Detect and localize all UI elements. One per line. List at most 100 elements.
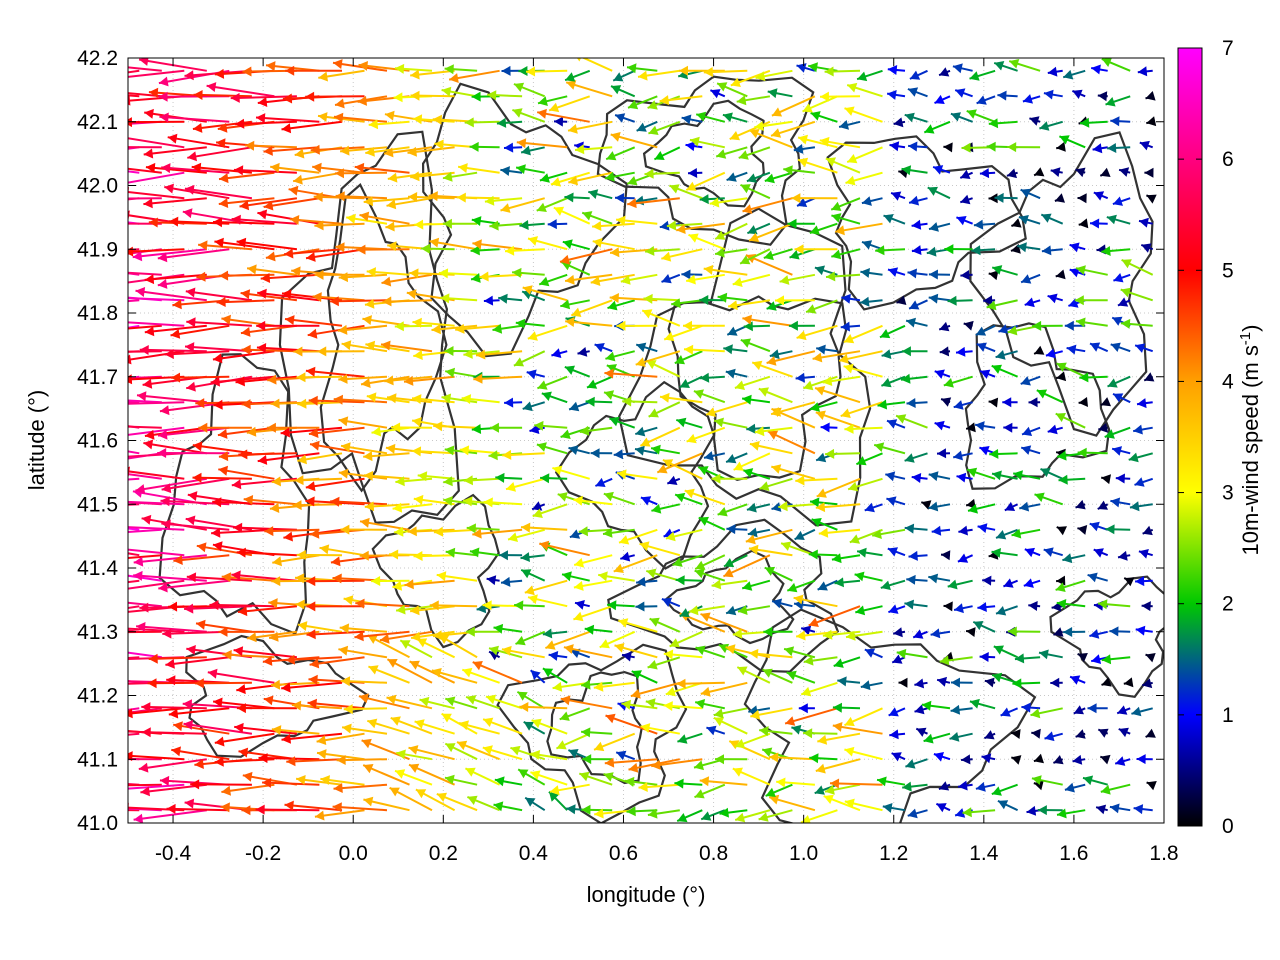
wind-vector-head (305, 91, 315, 102)
wind-vector-head (742, 314, 752, 325)
wind-vector-head (575, 600, 585, 610)
wind-vector-head (518, 66, 528, 76)
wind-vector-head (928, 471, 939, 482)
wind-vector-head (281, 733, 291, 744)
wind-vector-head (433, 421, 443, 432)
wind-vector-head (1089, 521, 1100, 532)
wind-vector-head (213, 217, 223, 228)
wind-vector-shaft (128, 350, 162, 353)
wind-vector-head (431, 324, 441, 335)
wind-vector-head (137, 391, 147, 402)
wind-vector-shaft (128, 221, 140, 225)
wind-vector-head (1021, 702, 1031, 713)
wind-vector-head (976, 95, 987, 105)
wind-vector-head (1091, 64, 1101, 75)
wind-vector-head (747, 225, 758, 235)
wind-vector-head (1090, 218, 1100, 229)
y-tick-label: 41.4 (77, 557, 118, 580)
wind-vector-shaft (133, 809, 207, 821)
wind-vector-head (338, 468, 349, 479)
colorbar-tick-label: 2 (1222, 593, 1234, 616)
wind-vector-head (271, 476, 281, 487)
wind-vector-head (1011, 218, 1022, 228)
contour-line (618, 207, 872, 527)
wind-vector-head (166, 803, 176, 814)
wind-vector-head (516, 164, 526, 174)
wind-vector-head (1138, 549, 1149, 559)
wind-vector-shaft (332, 805, 388, 812)
wind-vector-shaft (235, 375, 297, 384)
wind-vector-head (771, 107, 783, 117)
wind-vector-head (549, 785, 560, 796)
wind-vector-shaft (173, 554, 230, 562)
wind-vector-head (337, 324, 348, 335)
wind-vector-head (384, 110, 395, 121)
wind-vector-shaft (285, 656, 343, 662)
wind-vector-head (147, 678, 157, 689)
x-tick-label: 1.6 (1059, 842, 1088, 865)
wind-vector-head (1101, 474, 1111, 485)
wind-vector-head (159, 775, 170, 786)
wind-vector-head (489, 220, 499, 231)
wind-vector-head (317, 749, 327, 759)
wind-vector-head (1142, 525, 1153, 536)
wind-vector-head (1003, 422, 1013, 433)
wind-vector-head (934, 94, 945, 104)
wind-vector-head (921, 700, 932, 711)
wind-vector-head (161, 483, 172, 494)
wind-vector-head (73, 583, 83, 593)
wind-vector-shaft (239, 197, 298, 208)
wind-vector-head (395, 769, 406, 779)
wind-vector-head (986, 141, 996, 152)
wind-vector-head (677, 734, 688, 744)
wind-vector-shaft (232, 526, 297, 531)
wind-vector-head (1069, 267, 1080, 278)
wind-vector-head (1063, 69, 1074, 80)
wind-vector-head (514, 600, 524, 611)
wind-vector-head (340, 676, 351, 687)
wind-vector-head (1004, 501, 1016, 511)
y-tick-label: 41.1 (77, 748, 118, 771)
wind-vector-head (663, 701, 673, 711)
wind-vector-head (934, 420, 945, 431)
wind-vector-shaft (206, 84, 275, 98)
wind-vector-head (117, 133, 127, 143)
x-tick-label: 0.2 (429, 842, 458, 865)
wind-vector-head (639, 541, 650, 552)
wind-vector-head (368, 119, 379, 130)
wind-vector-head (794, 244, 804, 255)
wind-vector-head (314, 810, 325, 821)
wind-vector-head (442, 218, 452, 229)
wind-vector-head (169, 216, 179, 227)
wind-vector-head (471, 216, 482, 226)
wind-vector-head (389, 549, 399, 560)
colorbar-tick-label: 5 (1222, 259, 1234, 282)
wind-vector-head (394, 526, 404, 537)
wind-vector-shaft (128, 601, 162, 608)
wind-vector-head (888, 604, 899, 614)
wind-vector-head (338, 416, 349, 427)
wind-vector-shaft (209, 603, 275, 608)
wind-vector-head (605, 171, 615, 182)
wind-vector-head (236, 703, 246, 714)
wind-vector-head (906, 398, 916, 408)
wind-vector-head (142, 378, 153, 389)
wind-vector-head (157, 448, 167, 458)
wind-vector-head (1040, 468, 1051, 478)
wind-vector-head (909, 195, 920, 206)
wind-vector-head (463, 349, 473, 359)
wind-vector-head (84, 290, 93, 300)
wind-vector-head (663, 649, 674, 660)
wind-vector-head (1057, 808, 1067, 819)
wind-vector-head (530, 670, 541, 680)
wind-vector-head (954, 603, 964, 614)
wind-vector-head (135, 287, 146, 297)
wind-vector-head (412, 394, 422, 404)
wind-vector-head (98, 781, 107, 791)
wind-vector-head (115, 278, 125, 288)
wind-vector-head (991, 786, 1002, 796)
wind-vector-shaft (211, 528, 275, 535)
wind-vector-head (501, 576, 511, 587)
wind-vector-head (1055, 582, 1066, 592)
wind-vector-head (394, 321, 404, 332)
